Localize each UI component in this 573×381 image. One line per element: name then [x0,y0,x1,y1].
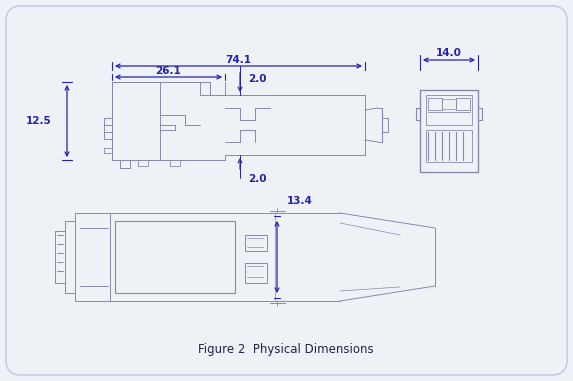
Text: 74.1: 74.1 [225,55,251,65]
Text: 13.4: 13.4 [287,196,313,206]
Bar [245,235,267,251]
Bar [138,160,148,166]
Text: 12.5: 12.5 [26,116,52,126]
Text: 14.0: 14.0 [436,48,462,58]
Text: 26.1: 26.1 [155,66,181,76]
Text: 2.0: 2.0 [248,174,266,184]
Bar [456,98,470,110]
Bar [115,221,235,293]
Bar [426,95,472,125]
Text: Figure 2  Physical Dimensions: Figure 2 Physical Dimensions [198,344,374,357]
Bar [426,130,472,162]
Bar [442,99,456,109]
Bar [245,263,267,283]
Bar [428,98,442,110]
Bar [420,90,478,172]
Bar [170,160,180,166]
Text: 2.0: 2.0 [248,74,266,84]
